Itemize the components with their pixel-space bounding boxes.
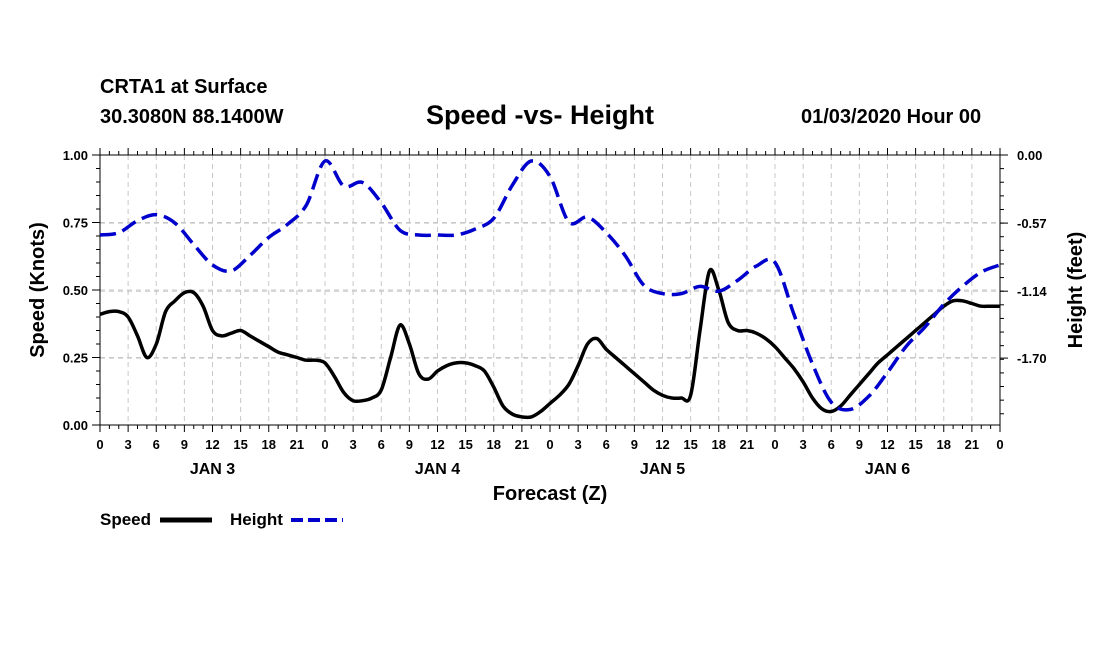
y-right-tick-label: -1.70	[1017, 351, 1047, 366]
x-tick-label: 15	[683, 437, 697, 452]
legend-speed-label: Speed	[100, 510, 151, 529]
forecast-datetime: 01/03/2020 Hour 00	[801, 106, 982, 128]
x-tick-label: 12	[205, 437, 219, 452]
y-left-tick-label: 0.75	[63, 216, 88, 231]
legend-height-label: Height	[230, 510, 283, 529]
x-tick-label: 6	[603, 437, 610, 452]
x-tick-label: 12	[655, 437, 669, 452]
grid	[100, 155, 1000, 425]
x-tick-label: 0	[321, 437, 328, 452]
x-tick-label: 21	[290, 437, 304, 452]
x-tick-label: 12	[430, 437, 444, 452]
series-line-speed	[99, 267, 1001, 420]
y-left-tick-label: 0.50	[63, 283, 88, 298]
x-tick-label: 6	[153, 437, 160, 452]
x-tick-label: 15	[233, 437, 247, 452]
x-tick-label: 0	[771, 437, 778, 452]
y-right-tick-label: -0.57	[1017, 216, 1047, 231]
station-coordinates: 30.3080N 88.1400W	[100, 106, 284, 128]
y-left-tick-label: 0.00	[63, 418, 88, 433]
x-axis-title: Forecast (Z)	[493, 483, 607, 505]
x-tick-label: 0	[96, 437, 103, 452]
y-axis-right-title: Height (feet)	[1065, 232, 1087, 349]
chart-title: Speed -vs- Height	[426, 100, 655, 130]
x-tick-label: 15	[458, 437, 472, 452]
x-tick-label: 18	[262, 437, 276, 452]
x-day-label: JAN 4	[415, 461, 460, 478]
x-tick-label: 6	[378, 437, 385, 452]
x-tick-label: 6	[828, 437, 835, 452]
x-tick-label: 9	[631, 437, 638, 452]
x-day-label: JAN 3	[190, 461, 235, 478]
x-tick-label: 3	[575, 437, 582, 452]
x-day-label: JAN 6	[865, 461, 910, 478]
series-lines	[99, 159, 1001, 420]
y-left-tick-label: 0.25	[63, 351, 88, 366]
y-right-tick-label: -1.14	[1017, 284, 1047, 299]
y-right-tick-label: 0.00	[1017, 148, 1042, 163]
x-tick-label: 18	[937, 437, 951, 452]
x-tick-label: 18	[712, 437, 726, 452]
x-tick-label: 18	[487, 437, 501, 452]
x-tick-label: 9	[406, 437, 413, 452]
x-tick-label: 3	[125, 437, 132, 452]
legend: Speed Height	[100, 510, 343, 529]
x-tick-label: 15	[908, 437, 922, 452]
y-left-tick-label: 1.00	[63, 148, 88, 163]
x-tick-label: 9	[181, 437, 188, 452]
x-tick-label: 0	[996, 437, 1003, 452]
x-tick-label: 3	[350, 437, 357, 452]
axes: 0 3 6 9 12 15 18 21 0 3 6 9 12 15 18 21 0 3 6 9 12 15 18 21 0 3 6 9…	[63, 148, 1047, 478]
x-tick-label: 9	[856, 437, 863, 452]
x-day-label: JAN 5	[640, 461, 685, 478]
x-tick-label: 0	[546, 437, 553, 452]
series-line-height	[99, 159, 1001, 412]
x-tick-label: 12	[880, 437, 894, 452]
x-tick-label: 21	[965, 437, 979, 452]
x-tick-label: 21	[740, 437, 754, 452]
y-axis-left-title: Speed (Knots)	[27, 222, 49, 358]
x-tick-label: 21	[515, 437, 529, 452]
station-label: CRTA1 at Surface	[100, 76, 268, 98]
x-tick-label: 3	[800, 437, 807, 452]
